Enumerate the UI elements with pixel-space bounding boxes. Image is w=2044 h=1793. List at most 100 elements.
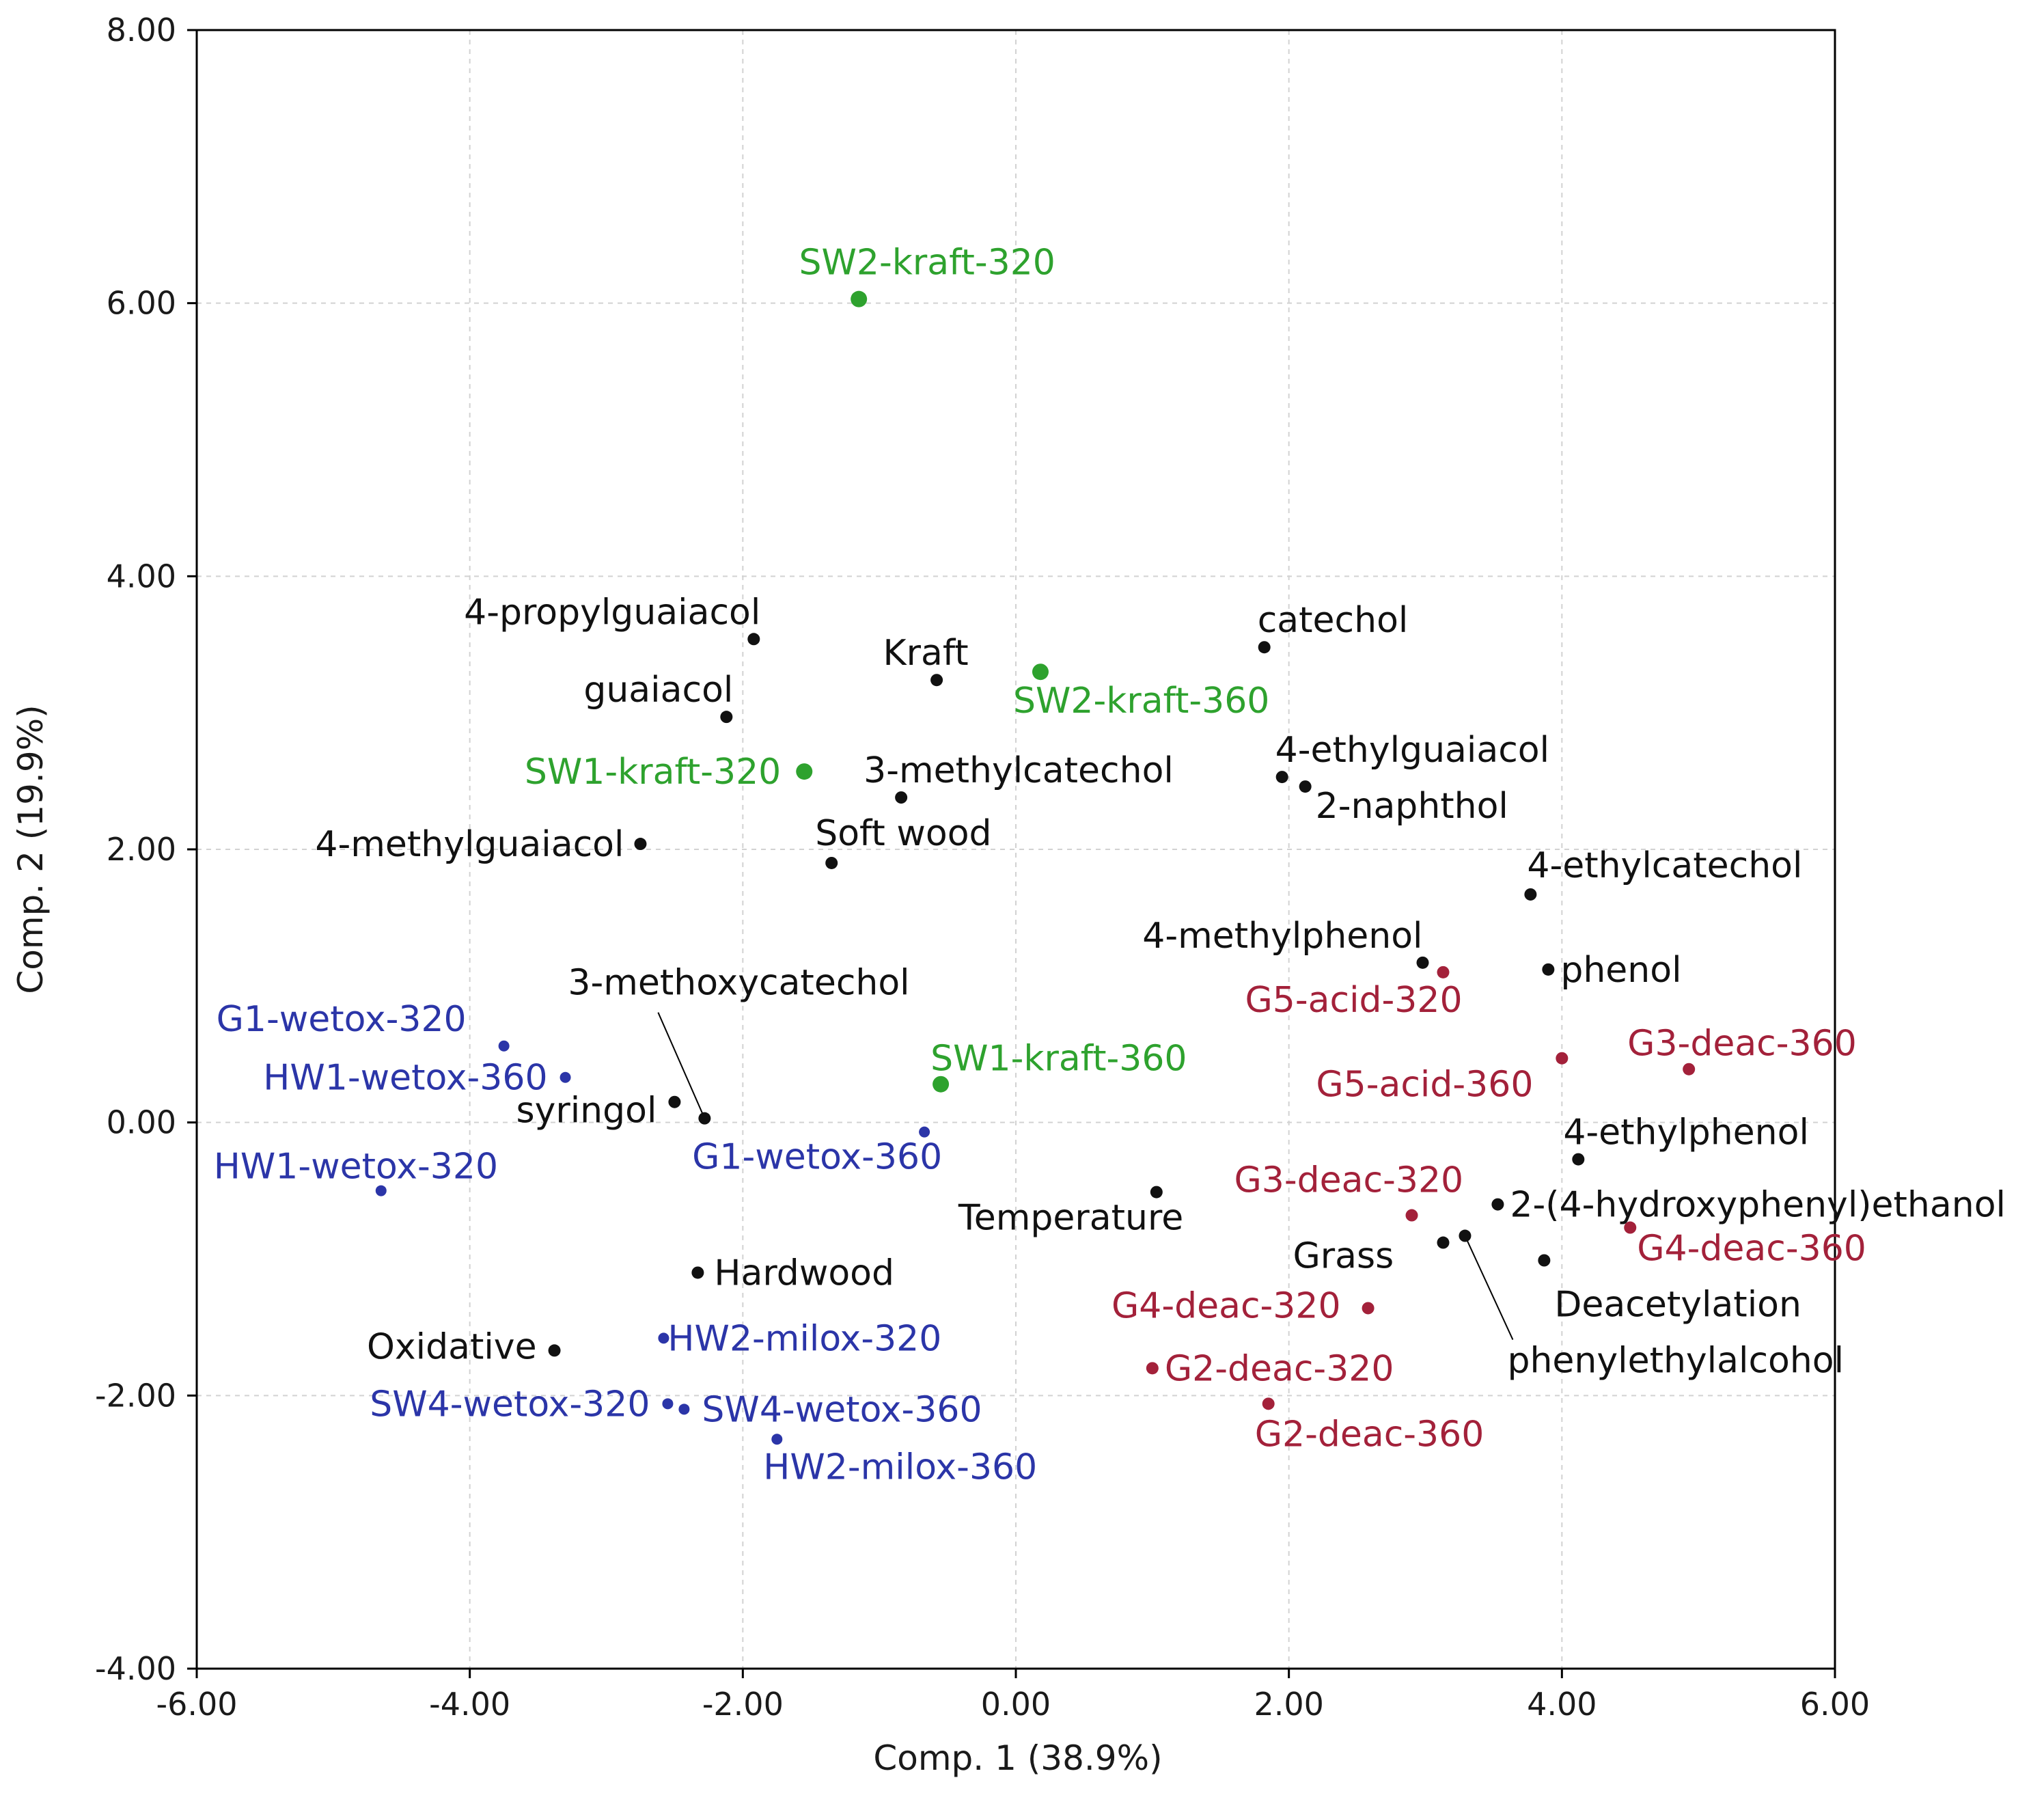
x-axis-ticks: -6.00 -4.00 -2.00 0.00 2.00 4.00 6.00 — [156, 1669, 1870, 1723]
leader-3-methoxycatechol — [657, 1012, 706, 1119]
label-g3-deac-360: G3-deac-360 — [1627, 1024, 1857, 1065]
point-g2-deac-320 — [1146, 1362, 1159, 1375]
point-phenylethylalcohol — [1459, 1229, 1472, 1242]
label-4-ethylcatechol: 4-ethylcatechol — [1527, 845, 1802, 886]
point-catechol — [1258, 641, 1271, 654]
point-hw2-milox-360 — [771, 1434, 783, 1445]
label-g4-deac-360: G4-deac-360 — [1637, 1229, 1866, 1270]
label-g5-acid-320: G5-acid-320 — [1245, 980, 1462, 1021]
point-4-ethylphenol — [1572, 1153, 1585, 1166]
label-sw4-wetox-360: SW4-wetox-360 — [702, 1389, 982, 1430]
label-g4-deac-320: G4-deac-320 — [1111, 1285, 1341, 1326]
label-2-naphthol: 2-naphthol — [1316, 786, 1508, 827]
point-2-naphthol — [1299, 780, 1312, 793]
point-4-ethylguaiacol — [1275, 771, 1288, 784]
label-phenol: phenol — [1560, 950, 1681, 991]
point-oxidative — [548, 1344, 561, 1357]
label-hw1-wetox-320: HW1-wetox-320 — [214, 1147, 498, 1188]
point-g4-deac-360 — [1624, 1221, 1637, 1234]
x-tick-label: 2.00 — [1254, 1686, 1323, 1723]
x-tick-label: -4.00 — [429, 1686, 510, 1723]
point-sw2-kraft-360 — [1032, 663, 1049, 681]
label-sw4-wetox-320: SW4-wetox-320 — [370, 1384, 650, 1425]
point-deacetylation — [1538, 1254, 1551, 1267]
point-guaiacol — [720, 711, 733, 724]
x-axis-title: Comp. 1 (38.9%) — [873, 1738, 1162, 1778]
label-sw1-kraft-320: SW1-kraft-320 — [525, 752, 781, 793]
label-4-methylphenol: 4-methylphenol — [1142, 916, 1422, 957]
label-hw1-wetox-360: HW1-wetox-360 — [263, 1058, 547, 1099]
label-temperature: Temperature — [958, 1198, 1183, 1239]
point-phenol — [1542, 963, 1555, 976]
label-hw2-milox-360: HW2-milox-360 — [763, 1447, 1037, 1488]
x-tick-label: -6.00 — [156, 1686, 237, 1723]
point-sw1-kraft-360 — [933, 1076, 950, 1093]
point-hw2-milox-320 — [658, 1332, 669, 1344]
label-sw2-kraft-360: SW2-kraft-360 — [1013, 681, 1269, 722]
label-catechol: catechol — [1258, 600, 1409, 641]
leader-lines — [657, 1012, 1514, 1340]
point-sw2-kraft-320 — [851, 290, 868, 307]
label-guaiacol: guaiacol — [583, 670, 733, 711]
label-g2-deac-360: G2-deac-360 — [1255, 1414, 1484, 1455]
point-temperature — [1150, 1186, 1163, 1199]
x-tick-label: -2.00 — [702, 1686, 784, 1723]
label-phenylethylalcohol: phenylethylalcohol — [1507, 1341, 1844, 1382]
point-3-methylcatechol — [895, 791, 908, 804]
label-deacetylation: Deacetylation — [1554, 1284, 1801, 1325]
point-sw4-wetox-320 — [662, 1398, 674, 1410]
y-tick-label: 4.00 — [107, 558, 176, 594]
label-4-methylguaiacol: 4-methylguaiacol — [315, 824, 624, 865]
point-g5-acid-320 — [1437, 966, 1450, 978]
point-g1-wetox-360 — [919, 1126, 930, 1138]
y-axis-ticks: -4.00 -2.00 0.00 2.00 4.00 6.00 8.00 — [95, 12, 197, 1687]
point-g3-deac-360 — [1683, 1063, 1696, 1076]
data-points — [375, 290, 1696, 1445]
label-grass: Grass — [1293, 1236, 1394, 1277]
point-sw4-wetox-360 — [678, 1404, 690, 1415]
point-g2-deac-360 — [1262, 1397, 1275, 1410]
label-kraft: Kraft — [883, 633, 969, 674]
point-labels: SW2-kraft-320 SW2-kraft-360 SW1-kraft-320 S… — [214, 243, 2006, 1488]
point-3-methoxycatechol — [698, 1112, 711, 1125]
label-g1-wetox-360: G1-wetox-360 — [692, 1137, 942, 1178]
label-g3-deac-320: G3-deac-320 — [1234, 1160, 1464, 1201]
point-g4-deac-320 — [1362, 1302, 1375, 1315]
point-2-4-hydroxyphenyl-ethanol — [1491, 1198, 1504, 1211]
point-4-methylguaiacol — [634, 838, 647, 851]
point-g3-deac-320 — [1405, 1209, 1418, 1222]
leader-phenylethylalcohol — [1464, 1235, 1514, 1340]
x-tick-label: 4.00 — [1527, 1686, 1597, 1723]
y-axis-title: Comp. 2 (19.9%) — [11, 704, 51, 994]
point-grass — [1437, 1236, 1450, 1249]
point-g5-acid-360 — [1556, 1052, 1569, 1065]
label-soft-wood: Soft wood — [815, 813, 991, 854]
point-hw1-wetox-320 — [375, 1185, 387, 1196]
point-4-propylguaiacol — [747, 633, 760, 646]
label-sw1-kraft-360: SW1-kraft-360 — [930, 1039, 1187, 1080]
label-hardwood: Hardwood — [714, 1253, 894, 1294]
x-tick-label: 0.00 — [981, 1686, 1051, 1723]
x-tick-label: 6.00 — [1800, 1686, 1870, 1723]
label-g2-deac-320: G2-deac-320 — [1165, 1348, 1394, 1389]
label-g1-wetox-320: G1-wetox-320 — [217, 999, 467, 1040]
point-kraft — [930, 674, 943, 687]
point-4-ethylcatechol — [1524, 888, 1537, 901]
label-sw2-kraft-320: SW2-kraft-320 — [799, 243, 1055, 284]
y-tick-label: 6.00 — [107, 285, 176, 322]
label-2-4-hydroxyphenyl-ethanol: 2-(4-hydroxyphenyl)ethanol — [1510, 1185, 2006, 1226]
label-4-ethylguaiacol: 4-ethylguaiacol — [1275, 730, 1549, 771]
point-hw1-wetox-360 — [560, 1071, 571, 1083]
point-4-methylphenol — [1416, 956, 1429, 969]
y-tick-label: -2.00 — [95, 1377, 176, 1414]
point-g1-wetox-320 — [498, 1040, 510, 1052]
y-tick-label: 8.00 — [107, 12, 176, 49]
label-syringol: syringol — [516, 1091, 657, 1132]
label-hw2-milox-320: HW2-milox-320 — [667, 1318, 941, 1359]
label-3-methylcatechol: 3-methylcatechol — [864, 750, 1174, 791]
point-syringol — [668, 1095, 681, 1108]
y-tick-label: -4.00 — [95, 1650, 176, 1687]
point-soft-wood — [825, 856, 838, 869]
y-tick-label: 0.00 — [107, 1104, 176, 1141]
